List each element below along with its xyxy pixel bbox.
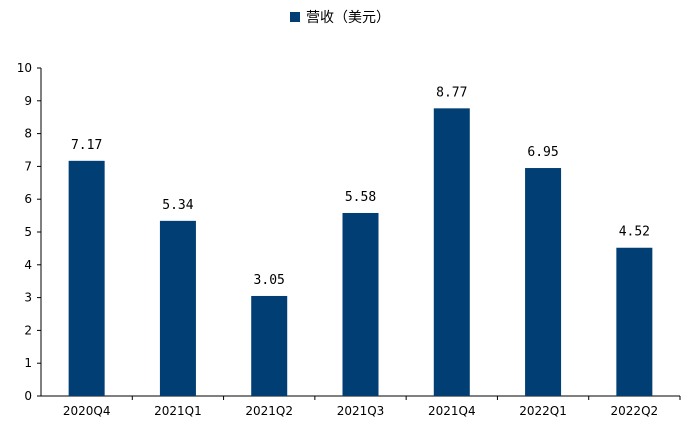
- bar-value-label: 5.58: [345, 190, 376, 205]
- x-tick-label: 2021Q2: [245, 404, 293, 418]
- bar: [433, 108, 470, 397]
- y-tick-label: 7: [24, 159, 32, 173]
- data-labels: 7.17 5.34 3.05 5.58 8.77 6.95 4.52: [71, 85, 650, 288]
- bar: [159, 220, 196, 396]
- y-tick-label: 9: [24, 94, 32, 108]
- legend: 营收（美元）: [290, 10, 390, 26]
- bar: [616, 247, 653, 396]
- y-tick-label: 3: [24, 291, 32, 305]
- y-tick-label: 1: [24, 356, 32, 370]
- bar: [342, 212, 379, 396]
- bar: [68, 160, 105, 396]
- x-tick-label: 2020Q4: [63, 404, 111, 418]
- bar: [525, 168, 562, 396]
- bar-value-label: 4.52: [619, 225, 650, 240]
- y-tick-label: 0: [24, 389, 32, 403]
- bar-value-label: 3.05: [254, 273, 285, 288]
- bar-value-label: 7.17: [71, 138, 102, 153]
- x-tick-label: 2021Q3: [337, 404, 385, 418]
- bar-value-label: 8.77: [436, 85, 467, 100]
- y-tick-label: 4: [24, 258, 32, 272]
- legend-swatch: [290, 12, 300, 22]
- x-tick-label: 2022Q1: [519, 404, 567, 418]
- y-tick-label: 10: [17, 61, 32, 75]
- bar-value-label: 6.95: [527, 145, 558, 160]
- x-axis: 2020Q4 2021Q1 2021Q2 2021Q3 2021Q4 2022Q1 2022…: [41, 395, 681, 418]
- x-tick-label: 2022Q2: [611, 404, 659, 418]
- x-tick-label: 2021Q1: [154, 404, 202, 418]
- y-tick-label: 6: [24, 192, 32, 206]
- bar-value-label: 5.34: [162, 198, 193, 213]
- y-tick-label: 8: [24, 127, 32, 141]
- y-tick-label: 5: [24, 225, 32, 239]
- legend-label: 营收（美元）: [306, 10, 390, 26]
- x-tick-label: 2021Q4: [428, 404, 476, 418]
- y-axis: 0 1 2 3 4 5 6 7 8 9 10: [17, 61, 42, 403]
- bar: [251, 295, 288, 396]
- y-tick-label: 2: [24, 323, 32, 337]
- bars: [68, 108, 653, 397]
